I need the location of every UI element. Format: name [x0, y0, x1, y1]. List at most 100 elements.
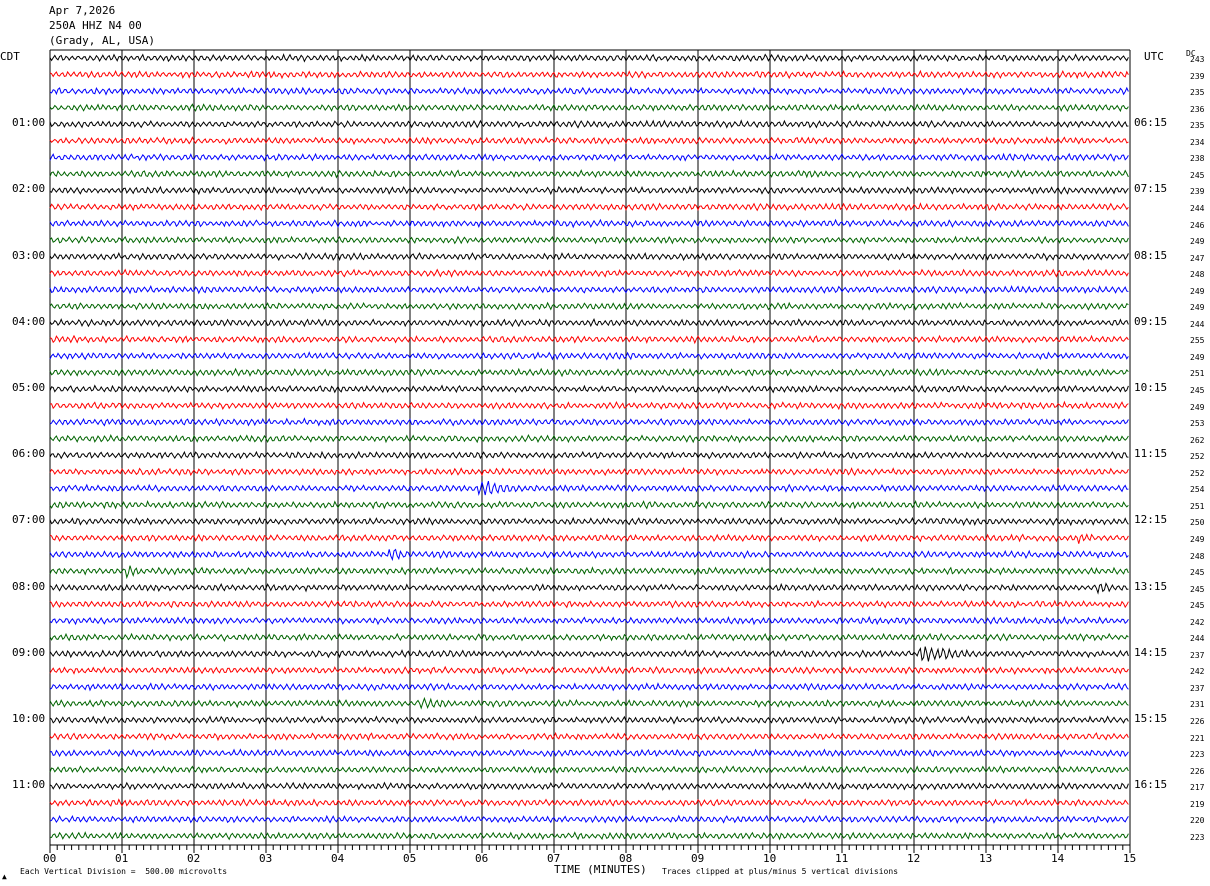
trace-line: [49, 318, 1129, 328]
x-tick-label: 12: [907, 852, 921, 865]
dc-value-label: 249: [1190, 402, 1205, 412]
dc-value-label: 226: [1190, 717, 1205, 726]
left-hour-label: 07:00: [12, 513, 46, 527]
trace-line: [49, 185, 1129, 196]
trace-line: [50, 480, 1129, 496]
trace-line: [49, 400, 1129, 411]
dc-value-label: 220: [1190, 816, 1205, 826]
right-hour-label: 13:15: [1134, 579, 1168, 593]
trace-line: [49, 103, 1129, 113]
trace-line: [49, 731, 1129, 742]
trace-line: [49, 384, 1129, 394]
scale-note: Each Vertical Division = 500.00 microvol…: [20, 867, 228, 876]
dc-value-label: 249: [1190, 237, 1205, 247]
trace-line: [49, 268, 1129, 278]
dc-value-label: 249: [1190, 352, 1205, 362]
trace-line: [49, 798, 1129, 808]
dc-value-label: 239: [1190, 187, 1205, 197]
dc-value-label: 244: [1190, 203, 1205, 213]
clip-note: Traces clipped at plus/minus 5 vertical …: [662, 867, 899, 876]
x-tick-label: 09: [691, 852, 705, 865]
trace-line: [49, 334, 1129, 345]
x-tick-label: 10: [763, 852, 777, 865]
trace-line: [49, 533, 1129, 544]
x-tick-label: 00: [43, 852, 57, 865]
trace-line: [49, 632, 1129, 642]
trace-line: [49, 765, 1129, 775]
dc-value-label: 237: [1190, 683, 1205, 693]
location-label: (Grady, AL, USA): [49, 34, 155, 47]
dc-value-label: 242: [1190, 617, 1205, 627]
left-hour-label: 09:00: [12, 645, 46, 659]
dc-value-label: 217: [1190, 783, 1205, 793]
trace-line: [49, 69, 1129, 80]
dc-value-label: 226: [1190, 766, 1205, 776]
x-tick-label: 07: [547, 852, 561, 865]
trace-line: [49, 152, 1129, 162]
trace-line: [49, 136, 1129, 146]
left-hour-label: 03:00: [12, 248, 46, 262]
trace-line: [49, 235, 1129, 245]
dc-value-label: 234: [1190, 137, 1205, 147]
trace-line: [49, 615, 1129, 626]
dc-value-label: 235: [1190, 121, 1205, 131]
dc-value-label: 231: [1190, 700, 1205, 710]
dc-value-label: 245: [1190, 601, 1205, 611]
trace-line: [49, 565, 1129, 580]
x-tick-label: 01: [115, 852, 129, 865]
right-hour-label: 07:15: [1134, 182, 1168, 196]
corner-mark-icon: ▲: [2, 872, 7, 881]
left-hour-label: 10:00: [12, 712, 46, 725]
trace-line: [49, 582, 1129, 595]
left-hour-label: 04:00: [12, 314, 46, 328]
left-timezone-label: CDT: [0, 50, 20, 63]
trace-line: [49, 696, 1129, 710]
dc-value-label: 219: [1190, 799, 1205, 809]
trace-line: [49, 516, 1129, 527]
left-hour-label: 08:00: [12, 579, 46, 593]
dc-value-label: 255: [1190, 336, 1205, 346]
dc-value-label: 251: [1190, 501, 1205, 511]
trace-line: [49, 715, 1129, 725]
x-axis-label: TIME (MINUTES): [554, 863, 647, 876]
dc-value-label: 251: [1190, 369, 1205, 379]
trace-line: [49, 548, 1129, 562]
dc-value-label: 252: [1190, 468, 1205, 478]
x-tick-label: 11: [835, 852, 849, 865]
x-tick-label: 08: [619, 852, 633, 865]
dc-value-label: 244: [1190, 319, 1205, 329]
trace-line: [49, 119, 1129, 129]
x-axis-ticks: [49, 845, 1131, 853]
right-hour-label: 16:15: [1134, 778, 1168, 792]
trace-line: [49, 284, 1129, 295]
dc-value-label: 252: [1190, 452, 1205, 462]
dc-value-label: 262: [1190, 435, 1205, 445]
trace-line: [49, 417, 1129, 427]
dc-value-label: 245: [1190, 584, 1205, 594]
dc-value-label: 248: [1190, 270, 1205, 280]
trace-line: [49, 682, 1129, 692]
x-tick-label: 02: [187, 852, 201, 865]
dc-value-label: 250: [1190, 518, 1205, 528]
dc-value-label: 244: [1190, 634, 1205, 644]
dc-header-label: DC: [1186, 49, 1196, 58]
seismic-traces: [49, 53, 1129, 841]
left-hour-label: 05:00: [12, 381, 46, 394]
left-hour-label: 06:00: [12, 447, 46, 461]
dc-value-label: 239: [1190, 71, 1205, 81]
dc-value-label: 253: [1190, 419, 1205, 429]
trace-line: [49, 748, 1129, 758]
right-hour-label: 11:15: [1134, 447, 1168, 461]
right-timezone-label: UTC: [1144, 50, 1164, 63]
dc-value-label: 247: [1190, 253, 1205, 263]
trace-line: [49, 646, 1129, 662]
trace-line: [49, 665, 1129, 675]
trace-line: [49, 53, 1129, 63]
right-hour-label: 12:15: [1134, 513, 1168, 527]
dc-value-label: 242: [1190, 667, 1205, 677]
dc-value-label: 238: [1190, 154, 1205, 164]
left-hour-label: 02:00: [12, 182, 46, 196]
x-tick-label: 15: [1123, 852, 1137, 865]
right-hour-label: 08:15: [1134, 248, 1168, 262]
dc-value-label: 237: [1190, 650, 1205, 660]
